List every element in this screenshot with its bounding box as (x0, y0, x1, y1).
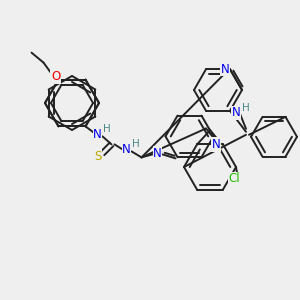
Text: S: S (94, 150, 101, 163)
Text: O: O (51, 70, 60, 83)
Text: N: N (220, 63, 230, 76)
Text: N: N (232, 106, 240, 119)
Text: N: N (153, 147, 162, 160)
Text: N: N (122, 143, 131, 156)
Text: H: H (132, 140, 140, 149)
Text: N: N (212, 138, 220, 151)
Text: H: H (242, 103, 250, 113)
Text: Cl: Cl (228, 172, 240, 185)
Text: H: H (103, 124, 110, 134)
Text: N: N (93, 128, 102, 141)
